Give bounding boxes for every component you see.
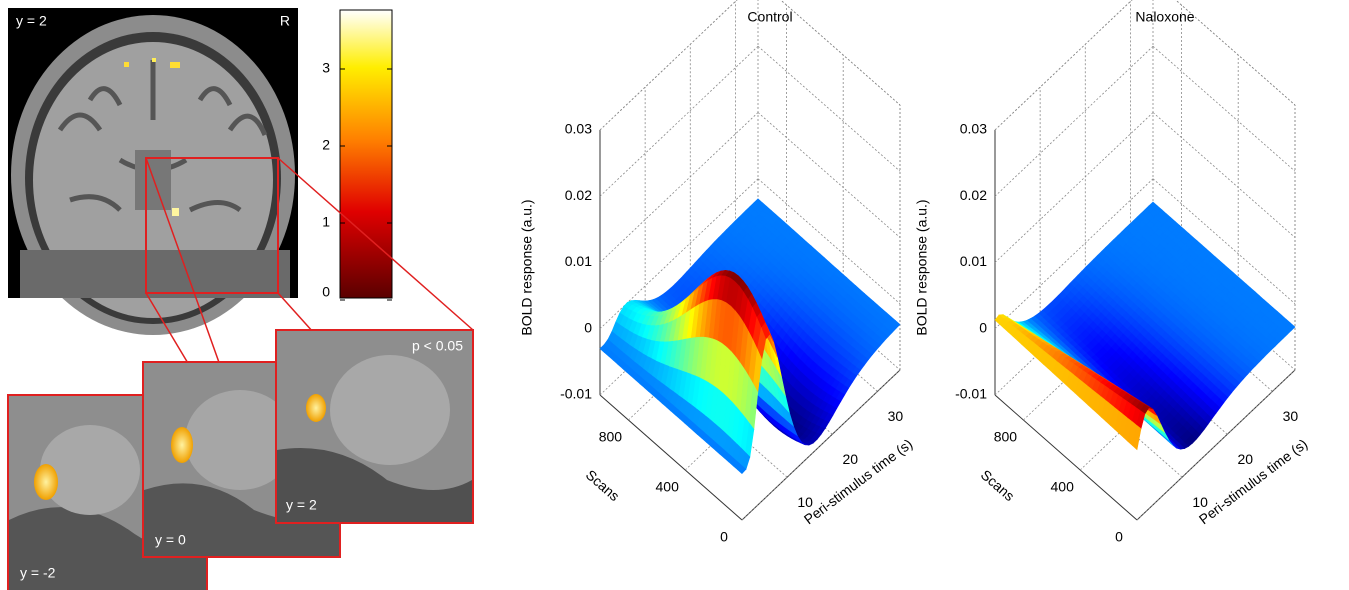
z-tick-label: 0.03: [960, 121, 987, 137]
grid-line: [1152, 45, 1296, 172]
time-tick-label: 20: [1237, 451, 1253, 467]
scan-tick-label: 400: [1051, 479, 1075, 495]
z-tick-label: -0.01: [560, 386, 592, 402]
z-tick-label: 0.01: [960, 253, 987, 269]
time-tick-label: 30: [888, 408, 904, 424]
z-tick-label: -0.01: [955, 386, 987, 402]
inset-label: y = 2: [286, 497, 317, 513]
z-tick-label: 0.01: [565, 253, 592, 269]
z-tick-label: 0: [979, 319, 987, 335]
inset: y = 2 p < 0.05: [275, 329, 474, 524]
grid-line: [1152, 178, 1296, 305]
brain-slice: y = 2 R: [8, 8, 298, 335]
grid-line: [757, 112, 901, 238]
grid-line: [1152, 112, 1296, 238]
grid-line: [994, 0, 1133, 131]
time-tick-label: 20: [842, 451, 858, 467]
scan-tick-label: 0: [720, 529, 728, 545]
grid-line: [1175, 0, 1296, 106]
grid-line: [599, 45, 759, 197]
side-label: R: [280, 13, 290, 29]
colorbar-tick-label: 2: [322, 137, 330, 153]
scan-axis-label: Scans: [978, 466, 1018, 504]
colorbar: [339, 9, 393, 299]
z-tick-label: 0.02: [565, 187, 592, 203]
box-edge: [994, 0, 1133, 131]
colorbar-tick-label: 1: [322, 214, 330, 230]
z-tick-label: 0.02: [960, 187, 987, 203]
slice-label: y = 2: [16, 13, 47, 29]
grid-line: [994, 45, 1154, 197]
surface-plot: -0.01 0 0.01 0.02 0.03 0 400 800 10 20 30 Control BO…: [519, 0, 916, 545]
scan-tick-label: 400: [656, 479, 680, 495]
z-axis-label: BOLD response (a.u.): [914, 199, 930, 335]
surface-plot: -0.01 0 0.01 0.02 0.03 0 400 800 10 20 30 Naloxone B…: [914, 0, 1311, 545]
time-axis-label: Peri-stimulus time (s): [1196, 436, 1311, 528]
time-tick-label: 10: [797, 494, 813, 510]
grid-line: [1136, 369, 1296, 521]
scan-tick-label: 800: [599, 429, 623, 445]
scan-tick-label: 800: [994, 429, 1018, 445]
inset: y = -2: [7, 394, 208, 590]
z-tick-label: 0.03: [565, 121, 592, 137]
plot-title: Control: [747, 9, 792, 25]
grid-line: [780, 0, 901, 106]
inset-label: y = 0: [155, 532, 186, 548]
axis-line: [599, 394, 743, 521]
grid-line: [599, 0, 738, 131]
colorbar-tick-label: 3: [322, 60, 330, 76]
grid-line: [757, 45, 901, 172]
z-tick-label: 0: [584, 319, 592, 335]
plot-title: Naloxone: [1135, 9, 1194, 25]
time-axis-label: Peri-stimulus time (s): [801, 436, 916, 528]
z-axis-label: BOLD response (a.u.): [519, 199, 535, 335]
surface-patch: [1132, 424, 1142, 451]
colorbar-tick-label: 0: [322, 284, 330, 300]
grid-line: [994, 112, 1154, 263]
surface-patch: [737, 464, 747, 475]
grid-line: [757, 178, 901, 305]
grid-line: [994, 178, 1154, 330]
scan-axis-label: Scans: [583, 466, 623, 504]
box-edge: [599, 0, 738, 131]
grid-line: [741, 369, 901, 521]
scan-tick-label: 0: [1115, 529, 1123, 545]
grid-line: [599, 112, 759, 263]
time-tick-label: 10: [1192, 494, 1208, 510]
threshold-label: p < 0.05: [412, 338, 463, 354]
axis-line: [994, 394, 1138, 521]
time-tick-label: 30: [1283, 408, 1299, 424]
inset-label: y = -2: [20, 565, 56, 581]
